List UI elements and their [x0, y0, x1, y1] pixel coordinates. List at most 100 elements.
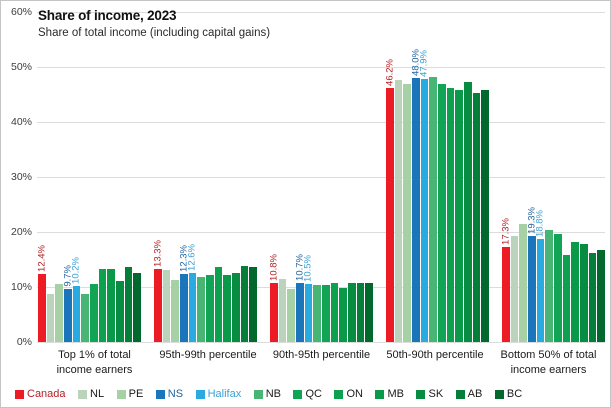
- legend-label: PE: [128, 388, 144, 400]
- legend-swatch: [455, 389, 465, 399]
- bar-pe-group5: [519, 223, 527, 342]
- bar-value-label: 10.2%: [70, 256, 82, 284]
- bar-ab-group2: [240, 265, 249, 342]
- bar-nb-group5: [545, 230, 553, 342]
- legend-label: QC: [305, 388, 322, 400]
- legend-item-ab: AB: [455, 388, 483, 400]
- legend-item-on: ON: [334, 388, 363, 400]
- bar-pe-group3: [287, 288, 295, 342]
- bar-canada-group2: 13.3%: [152, 240, 163, 342]
- bar-ab-group5: [588, 252, 597, 342]
- title-block: Share of income, 2023 Share of total inc…: [38, 8, 270, 40]
- bar-ns-group2: 12.3%: [178, 245, 189, 342]
- y-tick-label: 50%: [10, 61, 32, 73]
- bar-ab-group3: [356, 282, 365, 342]
- legend-label: NS: [167, 388, 184, 400]
- bar-nl-group1: [46, 294, 55, 342]
- legend-label: BC: [506, 388, 523, 400]
- bar-halifax-group5: 18.8%: [535, 210, 546, 342]
- legend-swatch: [155, 389, 165, 399]
- bar-halifax-group3: 10.5%: [303, 255, 314, 342]
- bar-ns-group5: 19.3%: [526, 207, 537, 342]
- bar-nl-group4: [394, 80, 403, 342]
- x-axis-category-label: 90th-95th percentile: [272, 349, 371, 361]
- bar-sk-group5: [580, 243, 588, 342]
- bar-halifax-group1: 10.2%: [71, 257, 82, 342]
- bar-nb-group1: [81, 293, 89, 342]
- legend-item-mb: MB: [375, 388, 404, 400]
- bar-value-label: 10.5%: [302, 255, 314, 283]
- bar-on-group2: [214, 267, 223, 342]
- bar-nl-group2: [162, 269, 171, 342]
- bar-qc-group1: [90, 284, 98, 342]
- x-axis: Top 1% of total income earners 95th-99th p…: [38, 348, 605, 377]
- bar-pe-group2: [171, 280, 179, 342]
- bar-sk-group4: [464, 82, 472, 342]
- plot-area: 12.4% 9.7% 10.2% 13.3% 12.3% 12.6% 10.8% 10.7% 1…: [36, 12, 605, 342]
- y-tick-label: 20%: [10, 226, 32, 238]
- legend-item-halifax: Halifax: [195, 388, 242, 400]
- bar-on-group5: [562, 254, 571, 342]
- gridline: [37, 232, 605, 233]
- bar-nb-group3: [313, 284, 321, 342]
- legend-swatch: [494, 389, 504, 399]
- bar-group-2: 13.3% 12.3% 12.6%: [152, 12, 257, 342]
- bar-ns-group3: 10.7%: [294, 254, 305, 342]
- bar-bc-group2: [249, 266, 257, 342]
- bar-value-label: 10.8%: [268, 253, 280, 281]
- bar-halifax-group4: 47.9%: [419, 50, 430, 342]
- bar-nl-group5: [510, 235, 519, 342]
- x-axis-category-label: 95th-99th percentile: [159, 349, 257, 361]
- bar-value-label: 13.3%: [152, 239, 164, 267]
- bar-halifax-group2: 12.6%: [187, 244, 198, 342]
- bar-group-5: 17.3% 19.3% 18.8%: [500, 12, 605, 342]
- legend-swatch: [195, 389, 205, 399]
- bar-sk-group2: [232, 272, 240, 342]
- legend-label: NL: [90, 388, 105, 400]
- legend-label: Halifax: [207, 388, 242, 400]
- legend-label: AB: [467, 388, 483, 400]
- bar-group-3: 10.8% 10.7% 10.5%: [268, 12, 373, 342]
- bar-mb-group3: [339, 287, 347, 342]
- legend-label: Canada: [27, 388, 66, 400]
- bar-canada-group3: 10.8%: [268, 254, 279, 342]
- legend-item-sk: SK: [416, 388, 443, 400]
- bar-bc-group3: [365, 282, 373, 342]
- chart-title: Share of income, 2023: [38, 8, 177, 23]
- legend: Canada NL PE NS Halifax NB QC ON MB SK AB BC: [15, 386, 606, 402]
- bar-value-label: 12.4%: [36, 244, 48, 272]
- bar-canada-group4: 46.2%: [384, 59, 395, 342]
- gridline: [37, 12, 605, 13]
- bar-qc-group3: [322, 285, 330, 342]
- bar-value-label: 12.6%: [186, 243, 198, 271]
- legend-item-ns: NS: [155, 388, 184, 400]
- gridline: [37, 122, 605, 123]
- bar-value-label: 18.8%: [534, 209, 546, 237]
- legend-label: ON: [346, 388, 363, 400]
- bar-on-group3: [330, 282, 339, 342]
- legend-swatch: [253, 389, 263, 399]
- y-tick-label: 60%: [10, 6, 32, 18]
- bar-mb-group4: [455, 90, 463, 342]
- gridline: [37, 67, 605, 68]
- bar-qc-group5: [554, 233, 562, 342]
- bar-mb-group5: [571, 241, 579, 342]
- bar-bc-group4: [481, 89, 489, 342]
- bar-mb-group1: [107, 268, 115, 342]
- legend-swatch: [416, 389, 426, 399]
- bar-canada-group1: 12.4%: [36, 245, 47, 342]
- bar-value-label: 17.3%: [500, 217, 512, 245]
- legend-swatch: [334, 389, 344, 399]
- legend-swatch: [78, 389, 88, 399]
- bar-sk-group3: [348, 283, 356, 342]
- x-axis-category-label: Top 1% of total income earners: [56, 349, 133, 376]
- gridline: [37, 287, 605, 288]
- bar-group-4: 46.2% 48.0% 47.9%: [384, 12, 489, 342]
- legend-swatch: [15, 389, 24, 399]
- y-tick-label: 30%: [10, 171, 32, 183]
- bar-nl-group3: [278, 278, 287, 342]
- legend-swatch: [293, 389, 303, 399]
- legend-item-nl: NL: [78, 388, 104, 400]
- bar-ns-group4: 48.0%: [410, 49, 421, 342]
